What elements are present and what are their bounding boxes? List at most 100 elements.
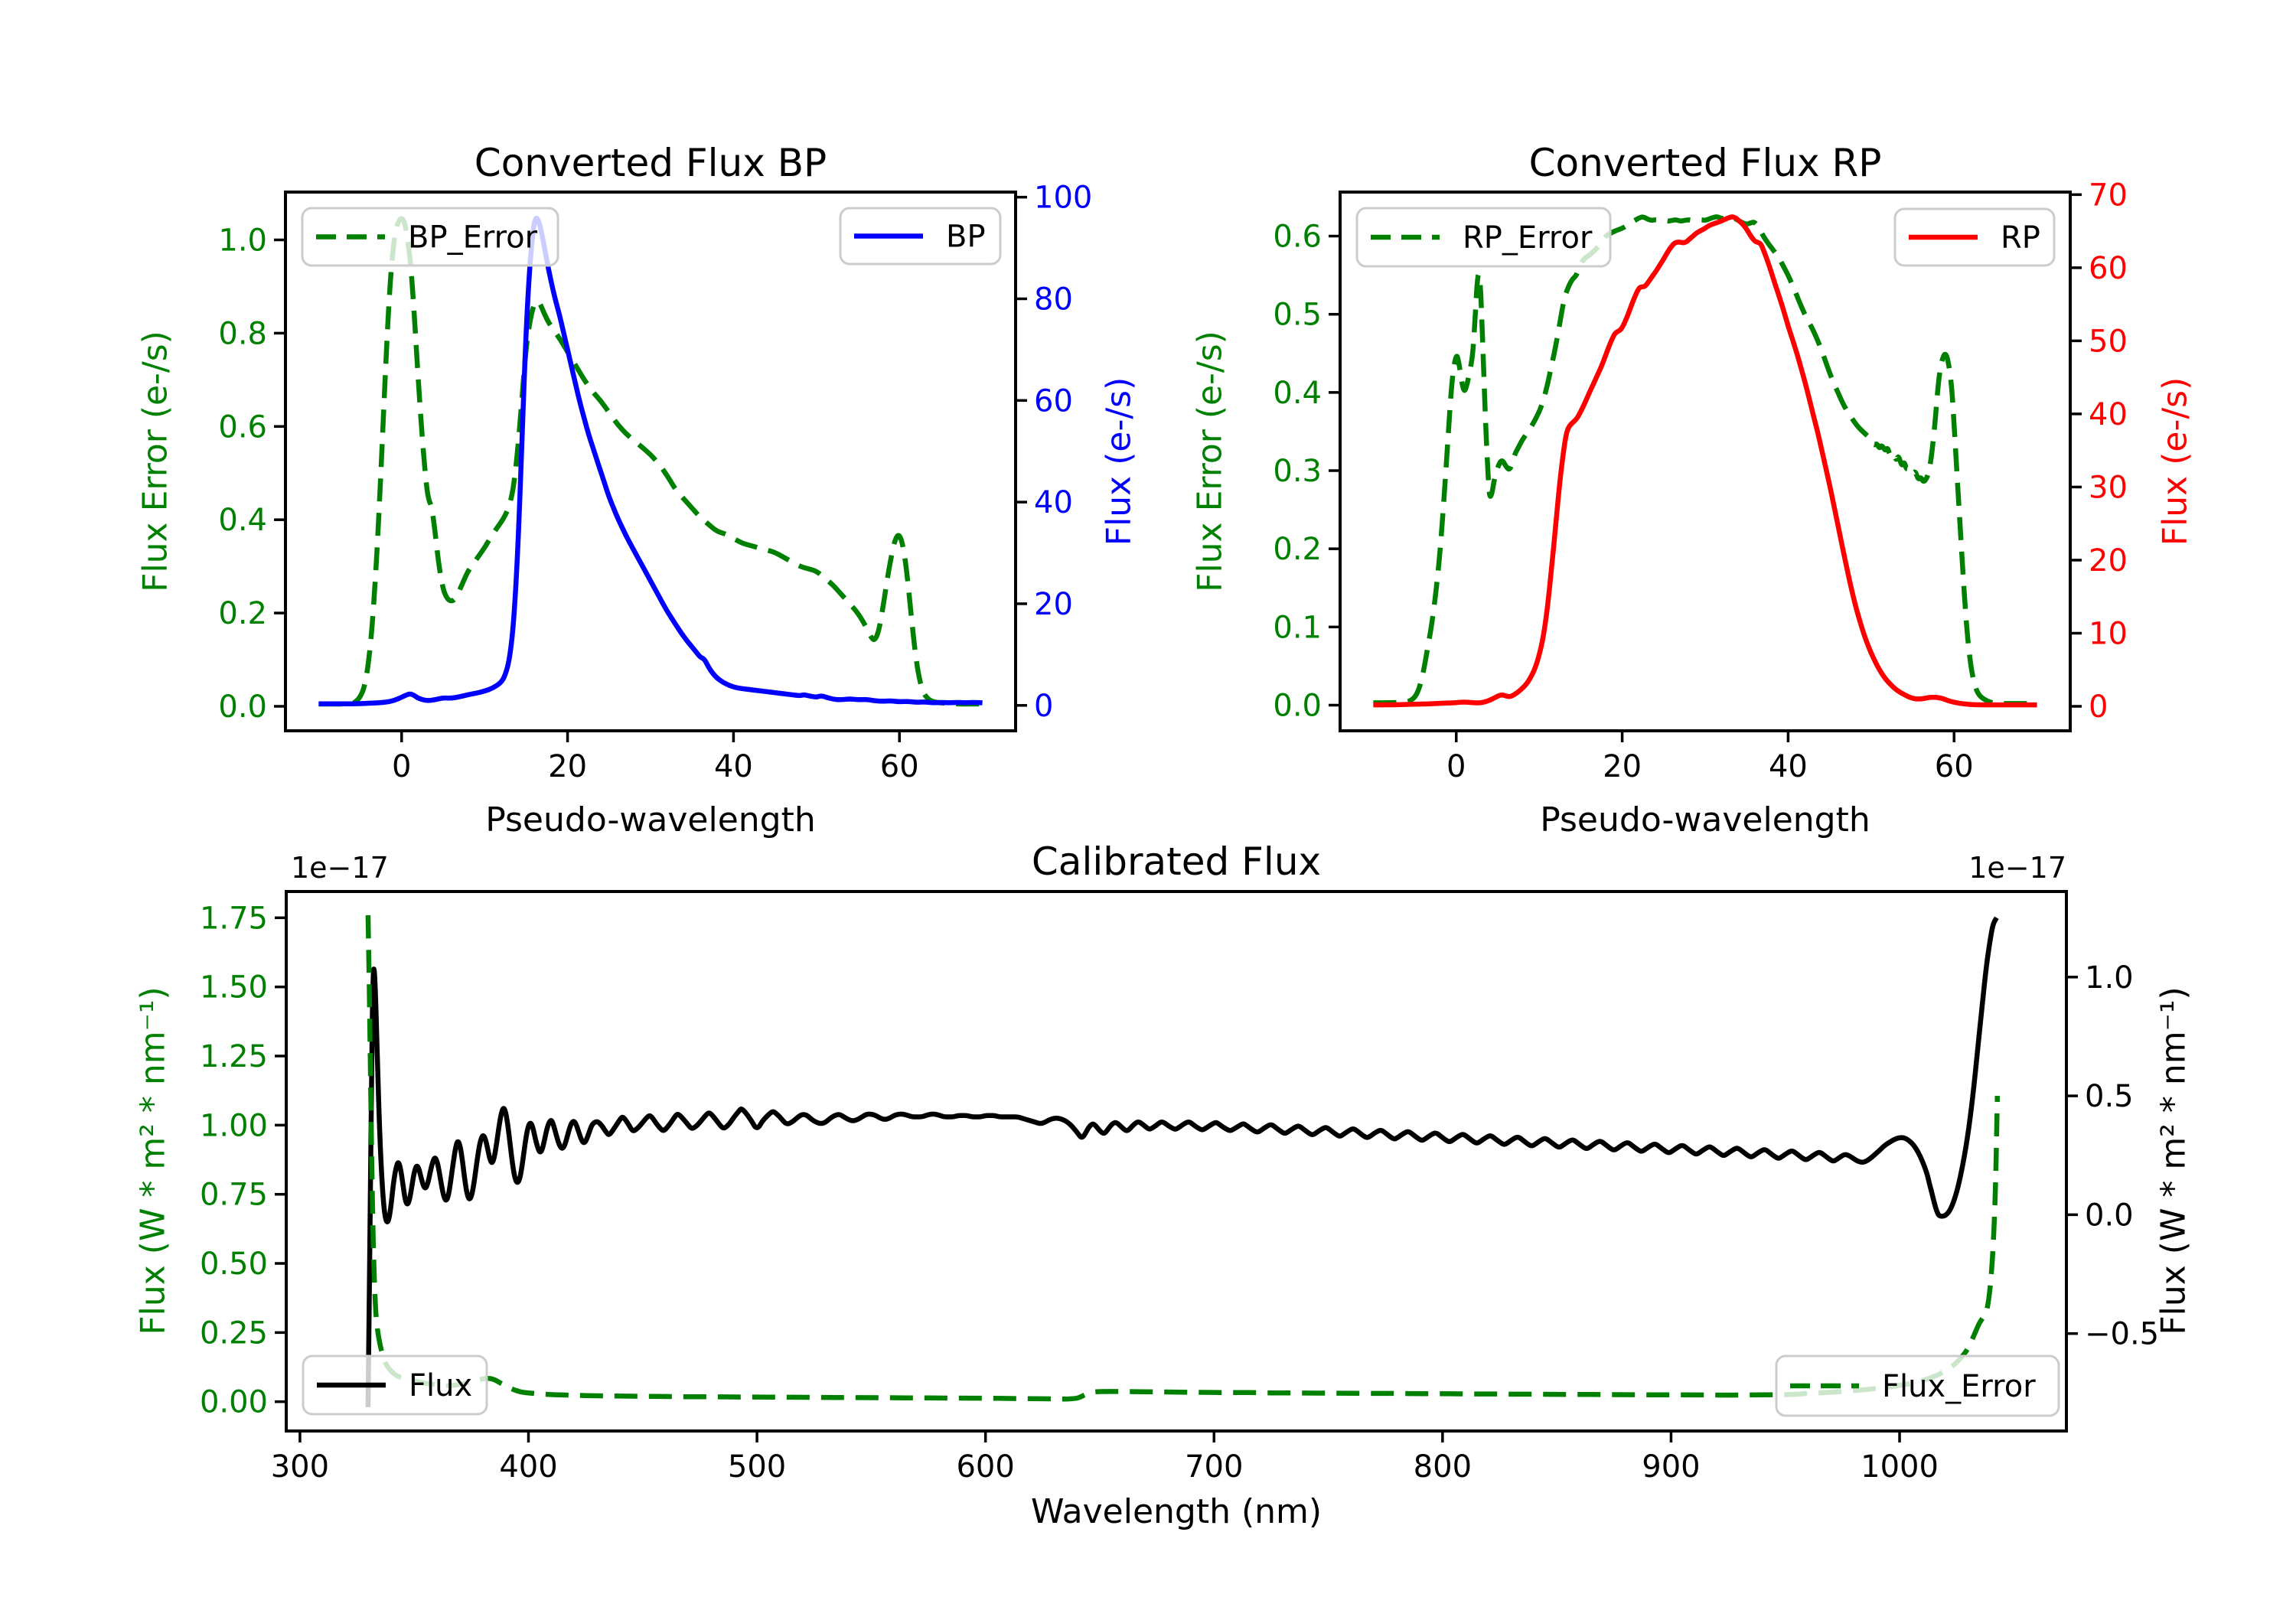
- series-line-RP: [1373, 214, 2037, 708]
- y-tick-label-left: 1.25: [200, 1039, 268, 1074]
- axis-offset-left: 1e−17: [291, 851, 389, 885]
- plot-curves-rp: [1373, 214, 2037, 708]
- legend-Flux_Error: Flux_Error: [1775, 1354, 2060, 1417]
- ylabel-calibrated-left: Flux (W * m² * nm⁻¹): [133, 986, 173, 1335]
- legend-BP: BP: [839, 207, 1002, 266]
- y-tick-label-left: 0.2: [1273, 532, 1322, 567]
- legend-BP_Error: BP_Error: [301, 207, 559, 267]
- legend-Flux: Flux: [302, 1354, 488, 1416]
- y-tick-label-left: 1.00: [200, 1108, 268, 1143]
- x-tick-label: 800: [1414, 1449, 1472, 1485]
- series-line-RP_Error: [1373, 214, 2037, 706]
- plot-bp: 0 20 40 60 0.0 0.2 0.4 0.6 0.8 1.0 0 20 40 60 80 100 BP_…: [218, 181, 1092, 784]
- y-tick-label-right: 40: [1034, 485, 1073, 520]
- x-tick-label: 900: [1642, 1449, 1700, 1485]
- series-line-Flux: [365, 916, 1999, 1407]
- axes-frame-bp: [284, 191, 1017, 732]
- x-tick-label: 20: [548, 749, 587, 784]
- y-tick-label-left: 0.4: [218, 503, 267, 538]
- legend-label: BP_Error: [408, 220, 538, 256]
- xlabel-calibrated: Wavelength (nm): [1030, 1492, 1322, 1531]
- axes-frame-calibrated: [285, 890, 2068, 1433]
- y-tick-label-left: 1.75: [200, 901, 268, 936]
- legend-label: BP: [946, 220, 986, 255]
- y-tick-label-left: 0.4: [1273, 376, 1322, 411]
- y-tick-label-left: 0.0: [1273, 688, 1322, 723]
- xlabel-rp: Pseudo-wavelength: [1540, 800, 1870, 839]
- y-tick-label-left: 0.8: [218, 316, 267, 351]
- axes-frame-rp: [1339, 191, 2072, 732]
- x-tick-label: 60: [1935, 749, 1974, 784]
- y-tick-label-right: 20: [1034, 587, 1073, 622]
- legend-label: Flux_Error: [1882, 1369, 2036, 1404]
- x-tick-label: 300: [271, 1449, 329, 1485]
- ylabel-rp-left: Flux Error (e-/s): [1190, 331, 1230, 592]
- y-tick-label-right: 0.0: [2085, 1198, 2134, 1233]
- x-tick-label: 20: [1603, 749, 1642, 784]
- y-tick-label-left: 1.50: [200, 970, 268, 1006]
- title-bp: Converted Flux BP: [474, 141, 827, 185]
- y-tick-label-right: 1.0: [2085, 960, 2134, 996]
- series-line-BP_Error: [318, 216, 983, 707]
- y-tick-label-right: 10: [2089, 616, 2128, 651]
- y-tick-label-left: 1.0: [218, 223, 267, 258]
- y-tick-label-left: 0.3: [1273, 454, 1322, 489]
- y-tick-label-left: 0.6: [218, 409, 267, 445]
- series-line-BP: [318, 216, 983, 707]
- y-tick-label-left: 0.75: [200, 1178, 268, 1213]
- plot-curves-bp: [318, 216, 983, 707]
- axis-offset-right: 1e−17: [1968, 851, 2066, 885]
- legend-box: [302, 1354, 488, 1416]
- x-tick-label: 0: [1446, 749, 1466, 784]
- ylabel-bp-right: Flux (e-/s): [1099, 376, 1139, 546]
- title-rp: Converted Flux RP: [1528, 141, 1882, 185]
- ylabel-bp-left: Flux Error (e-/s): [135, 331, 175, 592]
- legend-label: Flux: [409, 1368, 472, 1403]
- y-tick-label-left: 0.2: [218, 596, 267, 631]
- y-tick-label-right: 50: [2089, 324, 2128, 359]
- x-tick-label: 600: [956, 1449, 1014, 1485]
- title-calibrated: Calibrated Flux: [1031, 839, 1322, 884]
- legend-RP: RP: [1893, 207, 2056, 267]
- x-tick-label: 400: [499, 1449, 557, 1485]
- legend-RP_Error: RP_Error: [1355, 207, 1612, 268]
- legend-box: [1355, 207, 1612, 268]
- y-tick-label-right: 0.5: [2085, 1079, 2134, 1114]
- y-tick-label-right: 60: [2089, 251, 2128, 286]
- y-tick-label-left: 0.5: [1273, 298, 1322, 333]
- plot-curves-calibrated: [365, 915, 2001, 1407]
- y-tick-label-right: 100: [1034, 181, 1092, 216]
- y-tick-label-right: 80: [1034, 282, 1073, 317]
- y-tick-label-left: 0.00: [200, 1385, 268, 1420]
- legend-box: [1775, 1354, 2060, 1417]
- ylabel-rp-right: Flux (e-/s): [2155, 376, 2195, 546]
- x-tick-label: 0: [392, 749, 411, 784]
- y-tick-label-left: 0.0: [218, 689, 267, 725]
- ylabel-calibrated-right: Flux (W * m² * nm⁻¹): [2154, 986, 2193, 1335]
- x-tick-label: 700: [1185, 1449, 1243, 1485]
- y-tick-label-right: 0: [1034, 689, 1053, 724]
- y-tick-label-right: 30: [2089, 470, 2128, 505]
- legend-label: RP: [2001, 220, 2040, 256]
- y-tick-label-right: 20: [2089, 543, 2128, 579]
- legend-box: [301, 207, 559, 267]
- plot-calibrated: 300 400 500 600 700 800 900 1000 0.00 0.25 0.50 0.7…: [200, 890, 2159, 1485]
- y-tick-label-right: 40: [2089, 397, 2128, 432]
- y-tick-label-left: 0.50: [200, 1247, 268, 1282]
- y-tick-label-left: 0.25: [200, 1315, 268, 1351]
- y-tick-label-right: 70: [2089, 178, 2128, 213]
- plot-rp: 0 20 40 60 0.0 0.1 0.2 0.3 0.4 0.5 0.6 0 10 20 30 40 50 6…: [1273, 178, 2128, 784]
- y-tick-label-left: 0.6: [1273, 220, 1322, 255]
- x-tick-label: 1000: [1861, 1449, 1939, 1485]
- y-tick-label-right: 60: [1034, 383, 1073, 419]
- y-tick-label-right: −0.5: [2085, 1317, 2159, 1352]
- x-tick-label: 40: [1769, 749, 1808, 784]
- x-tick-label: 500: [728, 1449, 786, 1485]
- y-tick-label-right: 0: [2089, 689, 2108, 725]
- xlabel-bp: Pseudo-wavelength: [485, 800, 816, 839]
- x-tick-label: 60: [880, 749, 919, 784]
- x-tick-label: 40: [714, 749, 753, 784]
- y-tick-label-left: 0.1: [1273, 610, 1322, 645]
